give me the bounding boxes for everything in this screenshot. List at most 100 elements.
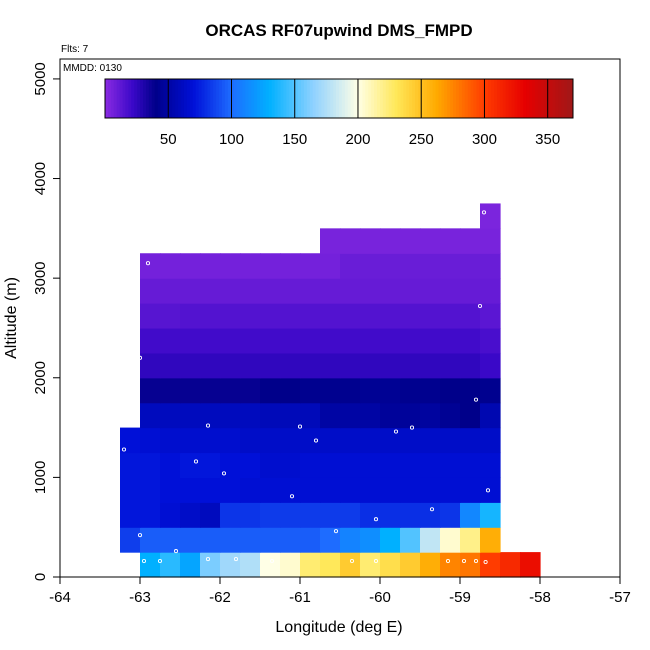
heatmap-cell [480, 427, 501, 454]
heatmap-cell [460, 527, 481, 553]
colorbar-segment [350, 79, 355, 118]
colorbar-segment [178, 79, 182, 118]
colorbar-segment [125, 79, 129, 118]
colorbar-segment [447, 79, 451, 118]
heatmap-cell [220, 502, 241, 528]
heatmap-cell [180, 452, 201, 478]
colorbar-frame [104, 78, 574, 119]
heatmap-cell [380, 427, 401, 454]
heatmap-cell [160, 377, 181, 404]
y-tick-label: 0 [32, 573, 49, 581]
heatmap-cell [460, 228, 481, 254]
colorbar-segment [219, 79, 223, 118]
sample-point [481, 210, 487, 215]
heatmap-cell [340, 402, 361, 429]
heatmap-cell [360, 278, 381, 304]
heatmap-cell [420, 327, 441, 354]
heatmap-cell [260, 303, 281, 329]
colorbar-segment [148, 79, 153, 118]
colorbar-segment [488, 79, 492, 118]
heatmap-cell [400, 527, 421, 553]
heatmap-cell [380, 253, 401, 279]
heatmap-cell [200, 502, 221, 528]
colorbar-segment [295, 79, 299, 118]
heatmap-cell [140, 377, 161, 404]
colorbar-segment [204, 79, 208, 118]
sample-point [409, 425, 415, 430]
heatmap-cell [300, 502, 321, 528]
heatmap-cell [220, 452, 241, 478]
heatmap-cell [240, 502, 261, 528]
colorbar-segment [257, 79, 261, 118]
sample-point [121, 447, 127, 452]
sample-point [141, 559, 147, 564]
sample-point [145, 261, 151, 266]
heatmap-cell [420, 552, 441, 578]
heatmap-cell [300, 402, 321, 429]
heatmap-cell [420, 502, 441, 528]
heatmap-cell [440, 327, 461, 354]
colorbar-segment [163, 79, 167, 118]
heatmap-cell [120, 452, 141, 478]
heatmap-cell [200, 477, 221, 503]
heatmap-cell [480, 303, 501, 329]
heatmap-cell [300, 527, 321, 553]
heatmap-cell [300, 303, 321, 329]
colorbar-segment [192, 79, 197, 118]
heatmap-cell [180, 402, 201, 429]
heatmap-cell [400, 228, 421, 254]
heatmap-cell [140, 352, 161, 379]
heatmap-cell [220, 477, 241, 503]
sample-point [349, 559, 355, 564]
heatmap-cell [200, 253, 221, 279]
colorbar-segment [426, 79, 431, 118]
heatmap-cell [200, 527, 221, 553]
sample-point [221, 471, 227, 476]
heatmap-cell [400, 402, 421, 429]
x-tick-label: -59 [449, 589, 471, 606]
colorbar-segment [213, 79, 217, 118]
heatmap-cell [460, 303, 481, 329]
heatmap-cell [220, 352, 241, 379]
colorbar-segment [251, 79, 255, 118]
colorbar-tick-label: 150 [282, 131, 307, 148]
colorbar-segment [353, 79, 358, 118]
colorbar-segment [374, 79, 378, 118]
heatmap-cell [140, 527, 161, 553]
colorbar-segment [344, 79, 349, 118]
colorbar-segment [458, 79, 463, 118]
heatmap-cell [400, 327, 421, 354]
colorbar-segment [365, 79, 369, 118]
colorbar-segment [233, 79, 238, 118]
colorbar-segment [309, 79, 314, 118]
heatmap-cell [240, 253, 261, 279]
sample-point [233, 557, 239, 562]
colorbar-segment [511, 79, 515, 118]
sample-point [289, 494, 295, 499]
sample-point [193, 459, 199, 464]
y-axis-label: Altitude (m) [3, 277, 20, 359]
heatmap-cell [480, 552, 501, 578]
sample-point [173, 549, 179, 554]
sample-point [445, 559, 451, 564]
heatmap-cell [260, 253, 281, 279]
heatmap-cell [360, 452, 381, 478]
colorbar-segment [119, 79, 124, 118]
heatmap-cell [180, 477, 201, 503]
colorbar-segment [461, 79, 466, 118]
colorbar-segment [286, 79, 290, 118]
colorbar-segment [502, 79, 507, 118]
colorbar-segment [260, 79, 264, 118]
heatmap-cell [360, 253, 381, 279]
heatmap-cell [180, 352, 201, 379]
heatmap-cell [440, 427, 461, 454]
colorbar-segment [224, 79, 229, 118]
heatmap-cell [240, 477, 261, 503]
colorbar-tick-label: 200 [345, 131, 370, 148]
colorbar-segment [473, 79, 477, 118]
colorbar-segment [534, 79, 539, 118]
heatmap-cell [460, 452, 481, 478]
colorbar-segment [499, 79, 504, 118]
colorbar-segment [254, 79, 258, 118]
colorbar-segment [339, 79, 343, 118]
